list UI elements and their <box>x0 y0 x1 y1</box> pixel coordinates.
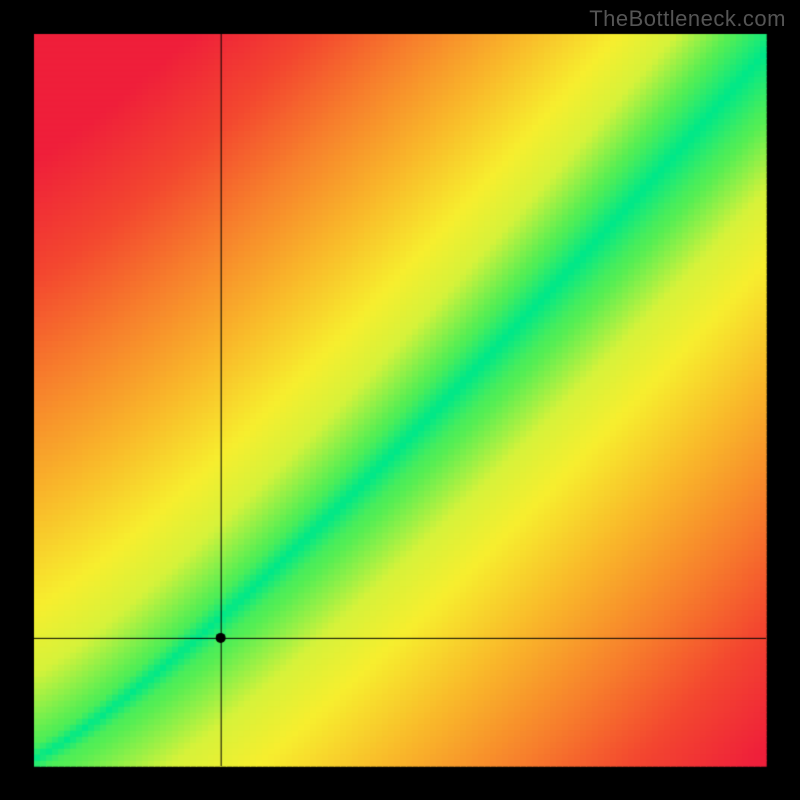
chart-container: TheBottleneck.com <box>0 0 800 800</box>
bottleneck-heatmap <box>0 0 800 800</box>
watermark-label: TheBottleneck.com <box>589 6 786 32</box>
